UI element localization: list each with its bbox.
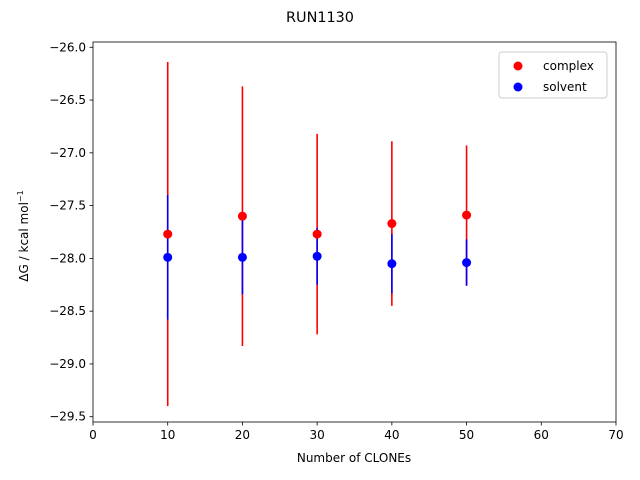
solvent-point (462, 258, 472, 268)
x-tick-label: 60 (534, 428, 549, 442)
x-tick-label: 30 (310, 428, 325, 442)
legend-label-solvent: solvent (543, 80, 587, 94)
axes: 0 10 20 30 40 50 60 70 −26.0 −26.5 −27.0 −27.5 −28.0… (49, 40, 623, 442)
x-tick-label: 40 (384, 428, 399, 442)
solvent-point (312, 251, 322, 261)
x-axis-label: Number of CLONEs (297, 451, 411, 465)
legend: complex solvent (498, 51, 608, 99)
complex-point (387, 219, 397, 229)
chart-title: RUN1130 (286, 10, 354, 26)
x-tick-label: 50 (459, 428, 474, 442)
x-tick-label: 0 (89, 428, 97, 442)
complex-point (462, 210, 472, 220)
y-tick-label: −26.0 (49, 40, 86, 54)
y-tick-label: −29.0 (49, 357, 86, 371)
plot-frame (92, 41, 617, 423)
y-axis-label-exponent: −1 (16, 190, 25, 202)
y-tick-label: −29.5 (49, 410, 86, 424)
x-tick-label: 10 (160, 428, 175, 442)
solvent-point (237, 252, 247, 262)
x-tick-label: 70 (608, 428, 623, 442)
y-tick-label: −27.0 (49, 146, 86, 160)
y-tick-label: −28.0 (49, 251, 86, 265)
y-tick-label: −26.5 (49, 93, 86, 107)
y-axis-label: ΔG / kcal mol−1 (16, 190, 31, 281)
legend-label-complex: complex (543, 59, 594, 73)
solvent-point (163, 252, 173, 262)
legend-marker-solvent (513, 82, 523, 92)
complex-point (237, 211, 247, 221)
complex-point (163, 229, 173, 239)
complex-point (312, 229, 322, 239)
y-tick-label: −28.5 (49, 304, 86, 318)
legend-marker-complex (513, 61, 523, 71)
y-tick-label: −27.5 (49, 199, 86, 213)
y-axis-label-main: ΔG / kcal mol (17, 202, 31, 282)
x-tick-label: 20 (235, 428, 250, 442)
legend-box (498, 51, 608, 99)
plot-area (163, 62, 472, 407)
solvent-point (387, 259, 397, 269)
